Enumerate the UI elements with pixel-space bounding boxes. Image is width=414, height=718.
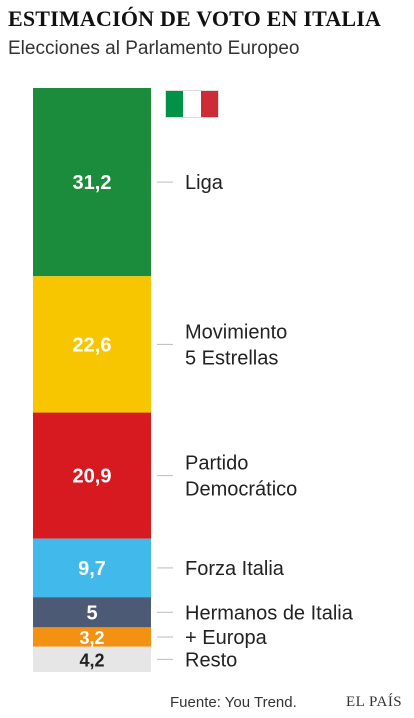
brand-logo: EL PAÍS [346, 694, 403, 710]
data-label-2: 20,9 [73, 466, 112, 488]
category-label-4: Hermanos de Italia [185, 602, 354, 624]
data-label-5: 3,2 [79, 628, 104, 648]
italy-flag-icon [165, 90, 219, 118]
chart-subtitle: Elecciones al Parlamento Europeo [8, 38, 300, 59]
data-label-4: 5 [86, 602, 97, 624]
bar-segment-1 [33, 276, 151, 413]
data-label-1: 22,6 [73, 334, 112, 356]
category-label-2: Partido Democrático [185, 453, 297, 501]
category-label-1: Movimiento 5 Estrellas [185, 321, 287, 369]
bar-segment-3 [33, 538, 151, 598]
data-label-0: 31,2 [73, 172, 112, 194]
category-label-5: + Europa [185, 627, 268, 649]
data-label-3: 9,7 [78, 558, 106, 580]
bar-segment-4 [33, 597, 151, 628]
data-label-6: 4,2 [79, 650, 104, 670]
bar-segment-5 [33, 627, 151, 647]
chart-title: ESTIMACIÓN DE VOTO EN ITALIA [8, 6, 382, 31]
bar-segment-2 [33, 412, 151, 539]
flag-white-stripe [183, 91, 201, 117]
category-label-3: Forza Italia [185, 558, 285, 580]
flag-green-stripe [166, 91, 184, 117]
category-label-6: Resto [185, 649, 237, 671]
flag-red-stripe [200, 91, 218, 117]
bar-segment-6 [33, 646, 151, 672]
bar-segment-0 [33, 88, 151, 277]
source-note: Fuente: You Trend. [170, 694, 297, 711]
category-label-0: Liga [185, 172, 224, 194]
